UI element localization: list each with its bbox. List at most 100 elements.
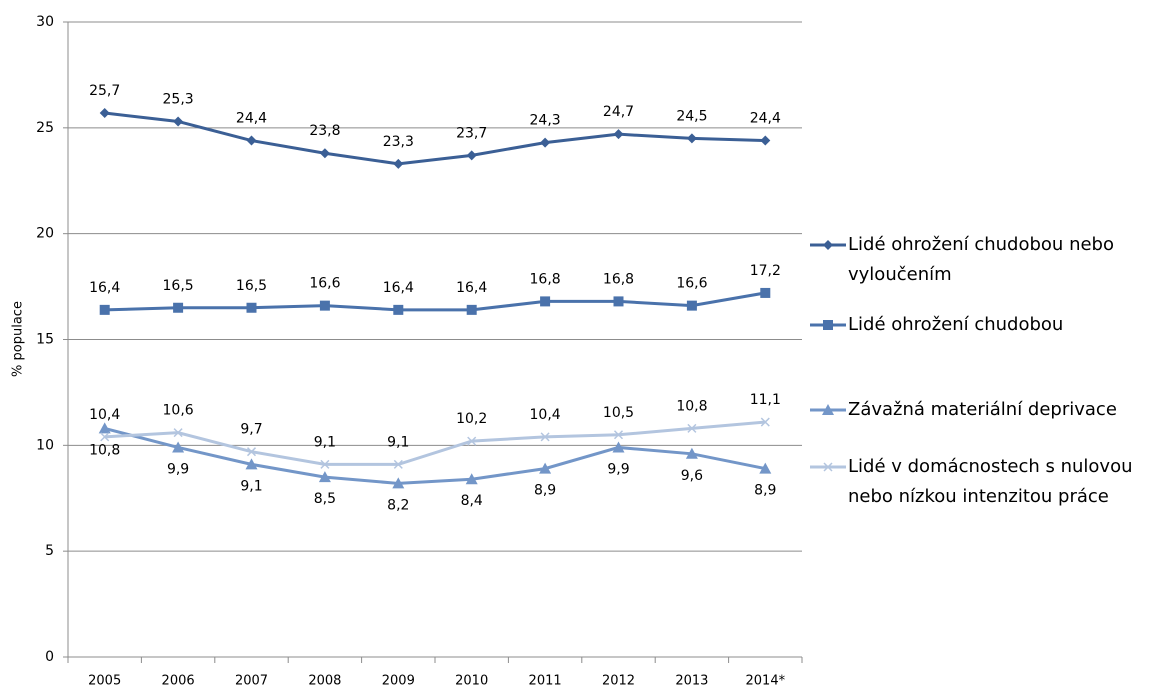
y-tick-label: 15: [36, 332, 54, 348]
x-tick-label: 2012: [602, 674, 635, 688]
x-tick-label: 2005: [88, 674, 121, 688]
marker: [318, 471, 331, 483]
data-label: 10,8: [89, 442, 120, 458]
marker: [466, 150, 477, 161]
marker: [173, 116, 184, 127]
marker: [393, 459, 403, 469]
data-label: 25,3: [163, 91, 194, 107]
marker: [613, 430, 624, 440]
data-label: 16,8: [530, 271, 561, 287]
marker: [467, 436, 477, 446]
marker: [246, 447, 257, 457]
legend-label: Lidé v domácnostech s nulovou nebo nízko…: [848, 456, 1133, 507]
marker: [687, 423, 697, 433]
marker: [822, 404, 834, 415]
series-line: [104, 291, 766, 312]
marker: [760, 417, 770, 427]
y-tick-label: 25: [36, 120, 54, 136]
data-label: 10,5: [603, 405, 634, 421]
marker: [613, 296, 624, 307]
data-label: 11,1: [750, 392, 781, 408]
series-line: [104, 426, 766, 485]
data-label: 10,4: [89, 407, 120, 423]
marker: [540, 137, 551, 148]
legend-label: Závažná materiální deprivace: [848, 399, 1117, 420]
x-tick-label: 2006: [162, 674, 195, 688]
data-label: 8,4: [461, 493, 483, 509]
marker: [539, 462, 552, 474]
marker: [99, 304, 110, 315]
data-label: 9,1: [240, 478, 262, 494]
data-label: 16,4: [89, 280, 120, 296]
series-line: [104, 420, 766, 466]
x-tick-label: 2014*: [746, 674, 786, 688]
data-label: 9,7: [240, 422, 262, 438]
data-label: 16,6: [309, 276, 340, 292]
data-label: 25,7: [89, 83, 120, 99]
data-label: 9,1: [314, 434, 336, 450]
data-label: 24,4: [236, 111, 267, 127]
marker: [245, 458, 258, 470]
data-label: 16,5: [236, 278, 267, 294]
marker: [685, 447, 698, 459]
marker: [612, 441, 625, 453]
marker: [465, 473, 478, 485]
x-tick-label: 2009: [382, 674, 415, 688]
data-label: 9,9: [607, 461, 629, 477]
data-label: 10,2: [456, 411, 487, 427]
data-label: 8,9: [754, 483, 776, 499]
data-label: 16,4: [456, 280, 487, 296]
data-label: 10,8: [676, 398, 707, 414]
data-label: 10,4: [530, 407, 561, 423]
y-tick-label: 20: [36, 226, 54, 242]
marker: [613, 129, 624, 140]
data-label: 8,5: [314, 491, 336, 507]
marker: [99, 108, 110, 119]
data-label: 24,7: [603, 104, 634, 120]
data-label: 16,8: [603, 271, 634, 287]
marker: [760, 135, 771, 146]
marker: [246, 302, 257, 313]
marker: [540, 432, 550, 442]
x-tick-label: 2011: [529, 674, 562, 688]
marker: [319, 148, 330, 159]
series-line: [104, 111, 766, 166]
marker: [100, 432, 110, 442]
marker: [686, 133, 697, 144]
y-tick-label: 30: [36, 14, 54, 30]
marker: [823, 240, 833, 250]
data-label: 10,6: [163, 403, 194, 419]
data-label: 9,9: [167, 461, 189, 477]
data-label: 9,1: [387, 434, 409, 450]
marker: [172, 441, 185, 453]
marker: [759, 462, 772, 474]
marker: [823, 462, 833, 472]
marker: [246, 135, 257, 146]
x-tick-label: 2007: [235, 674, 268, 688]
y-tick-label: 10: [36, 437, 54, 453]
y-tick-label: 5: [45, 543, 54, 559]
data-label: 24,4: [750, 111, 781, 127]
marker: [98, 422, 111, 434]
legend-label: Lidé ohrožení chudobou nebo vyloučením: [848, 234, 1114, 285]
data-label: 24,3: [530, 113, 561, 129]
y-tick-label: 0: [45, 649, 54, 665]
data-label: 23,3: [383, 134, 414, 150]
marker: [466, 304, 477, 315]
marker: [686, 300, 697, 311]
x-tick-label: 2008: [308, 674, 341, 688]
marker: [173, 302, 184, 313]
data-label: 8,2: [387, 497, 409, 513]
y-axis-label: % populace: [11, 301, 26, 377]
marker: [393, 304, 404, 315]
x-tick-label: 2010: [455, 674, 488, 688]
data-label: 8,9: [534, 483, 556, 499]
marker: [540, 296, 551, 307]
marker: [823, 320, 833, 330]
data-label: 16,6: [676, 276, 707, 292]
x-tick-label: 2013: [675, 674, 708, 688]
marker: [173, 428, 183, 438]
marker: [760, 287, 771, 298]
data-label: 16,4: [383, 280, 414, 296]
